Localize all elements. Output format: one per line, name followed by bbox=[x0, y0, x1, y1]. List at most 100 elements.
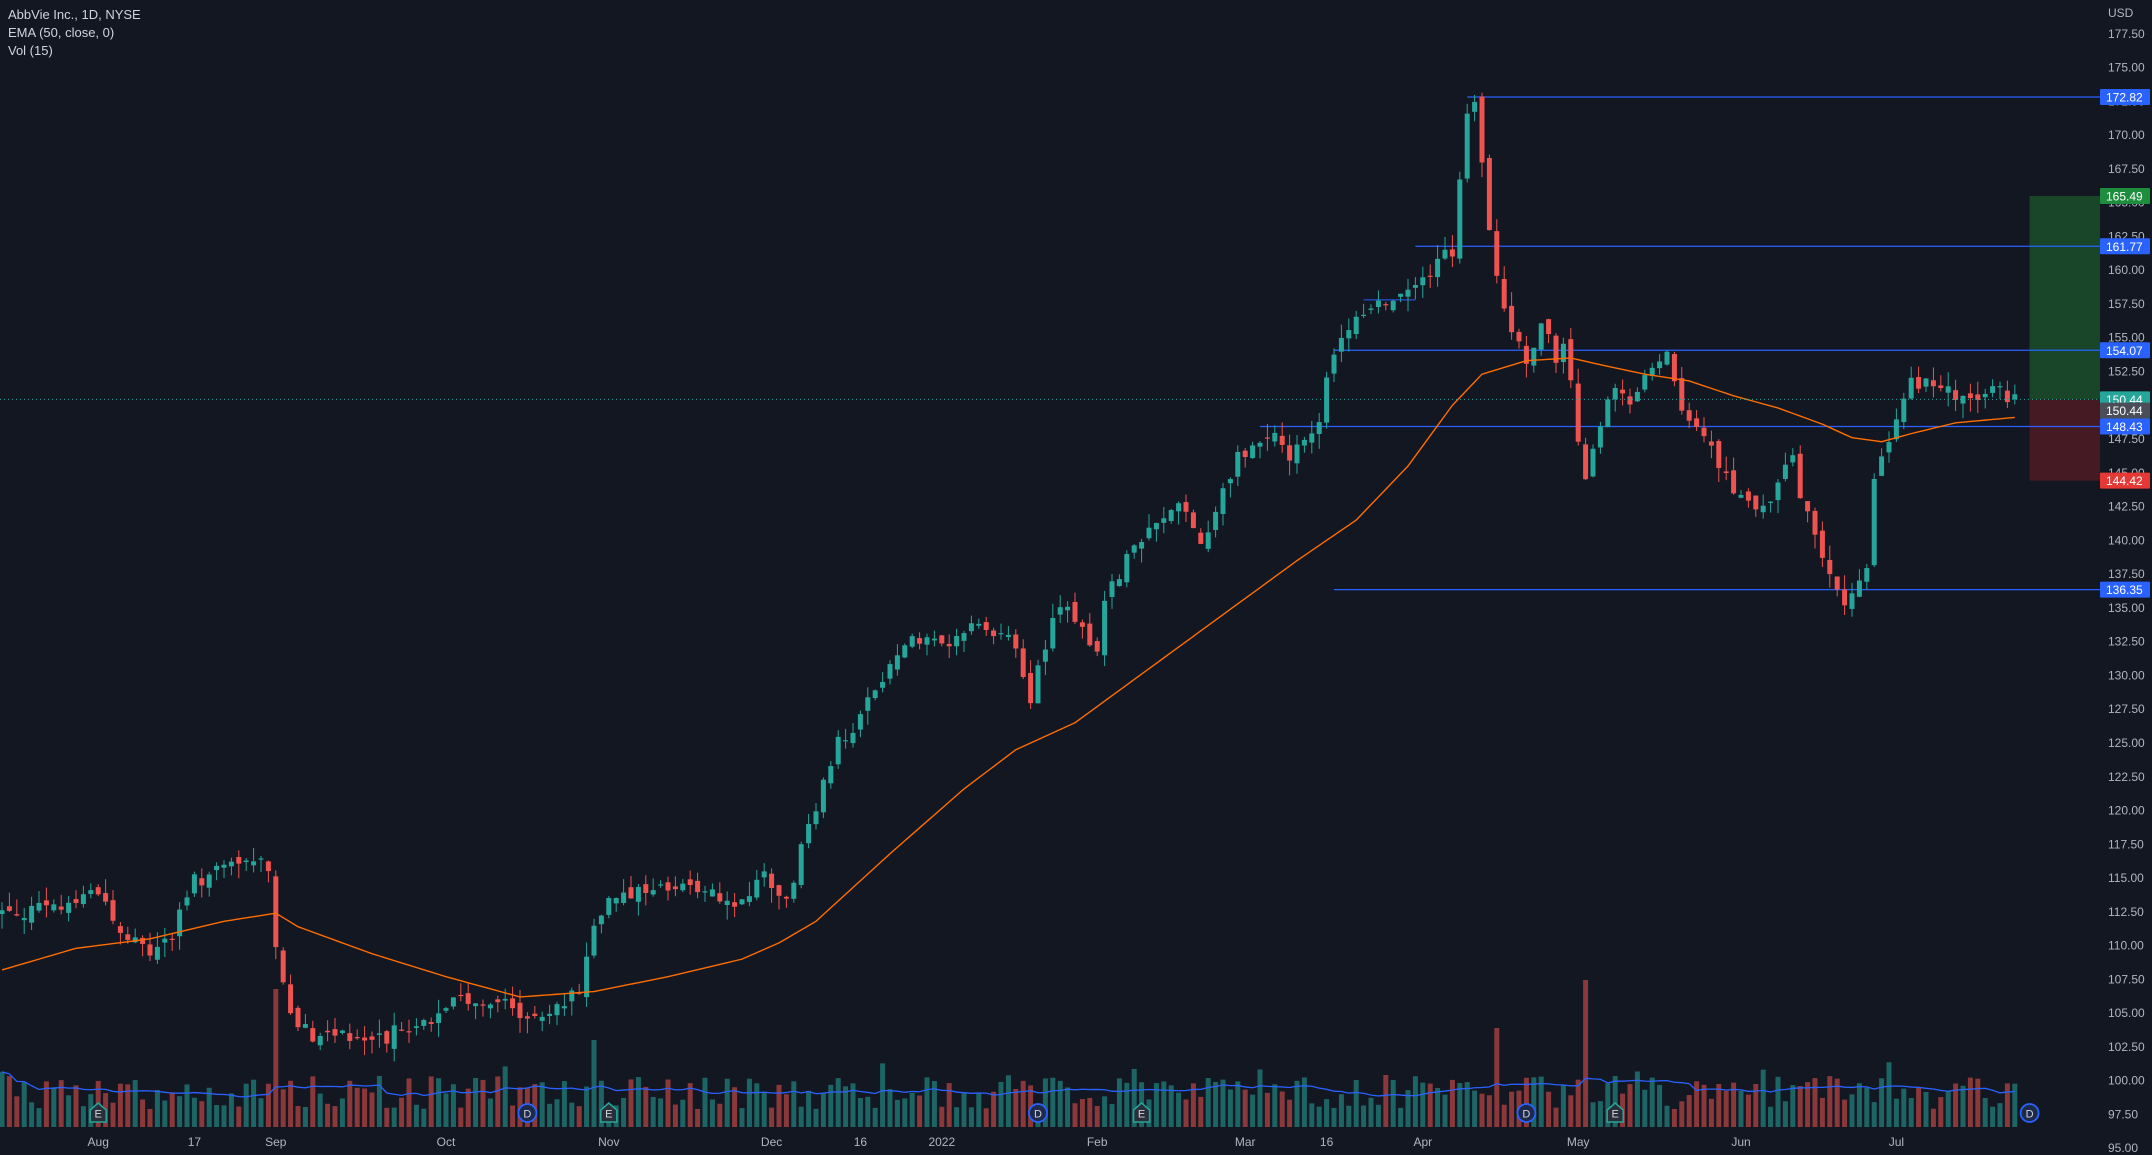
symbol-legend[interactable]: AbbVie Inc., 1D, NYSE bbox=[8, 7, 141, 22]
candle bbox=[258, 856, 264, 872]
volume-bar bbox=[1657, 1084, 1663, 1127]
candle bbox=[1753, 495, 1759, 517]
earnings-marker-icon[interactable]: E bbox=[1606, 1102, 1624, 1123]
candle bbox=[66, 895, 72, 922]
candle-body bbox=[458, 994, 464, 997]
volume-bar bbox=[1176, 1092, 1182, 1127]
time-tick-label: Oct bbox=[437, 1135, 456, 1149]
volume-bar bbox=[1242, 1089, 1248, 1127]
candle bbox=[702, 885, 708, 903]
candle-body bbox=[857, 714, 863, 730]
candle-body bbox=[1886, 442, 1892, 453]
candle-body bbox=[1057, 607, 1063, 615]
volume-bar bbox=[1272, 1084, 1278, 1127]
horizontal-levels[interactable] bbox=[1260, 96, 2100, 591]
candle bbox=[532, 1005, 538, 1019]
candle-body bbox=[391, 1025, 397, 1049]
volume-bar bbox=[177, 1096, 183, 1127]
position-tool[interactable] bbox=[2029, 196, 2104, 481]
price-tag-level: 148.43 bbox=[2100, 418, 2150, 435]
time-tick-label: Sep bbox=[265, 1135, 287, 1149]
candle bbox=[1708, 430, 1714, 459]
volume-legend[interactable]: Vol (15) bbox=[8, 43, 53, 58]
volume-bar bbox=[1331, 1107, 1337, 1127]
candle bbox=[29, 896, 35, 931]
candle bbox=[1760, 494, 1766, 519]
candle bbox=[924, 633, 930, 656]
volume-bar bbox=[1901, 1088, 1907, 1127]
candle bbox=[1287, 434, 1293, 476]
earnings-marker-icon[interactable]: E bbox=[89, 1102, 107, 1123]
candle-body bbox=[628, 887, 634, 899]
volume-bar bbox=[2012, 1083, 2018, 1127]
candle-body bbox=[1856, 580, 1862, 597]
dividend-marker-icon[interactable]: D bbox=[1516, 1103, 1537, 1123]
volume-bar bbox=[1087, 1097, 1093, 1127]
candle bbox=[835, 730, 841, 769]
volume-bar bbox=[709, 1099, 715, 1127]
candle-body bbox=[1050, 617, 1056, 649]
volume-bar bbox=[73, 1085, 79, 1127]
volume-bar bbox=[325, 1103, 331, 1127]
dividend-marker-icon[interactable]: D bbox=[2019, 1103, 2040, 1123]
candle-body bbox=[1087, 623, 1093, 646]
volume-bar bbox=[954, 1107, 960, 1127]
candle-body bbox=[1938, 385, 1944, 389]
volume-bar bbox=[21, 1082, 27, 1127]
earnings-shape bbox=[89, 1102, 107, 1123]
candle-body bbox=[1546, 319, 1552, 335]
volume-bar bbox=[265, 1083, 271, 1127]
candle bbox=[162, 927, 168, 958]
candle-body bbox=[547, 1013, 553, 1017]
volume-bar bbox=[976, 1093, 982, 1127]
candle-body bbox=[1797, 453, 1803, 499]
volume-bar bbox=[1353, 1079, 1359, 1127]
candle-body bbox=[1731, 470, 1737, 494]
candle bbox=[1079, 619, 1085, 639]
volume-bar bbox=[1760, 1069, 1766, 1127]
volume-bar bbox=[450, 1084, 456, 1127]
candle bbox=[458, 983, 464, 1002]
candle-body bbox=[1775, 482, 1781, 501]
candle-body bbox=[191, 874, 197, 894]
volume-bar bbox=[1028, 1085, 1034, 1127]
volume-bar bbox=[1079, 1099, 1085, 1127]
volume-bar bbox=[80, 1106, 86, 1127]
candle bbox=[1953, 379, 1959, 411]
time-tick-label: Mar bbox=[1235, 1135, 1256, 1149]
dividend-marker-icon[interactable]: D bbox=[1028, 1103, 1048, 1123]
chart-legend: AbbVie Inc., 1D, NYSE EMA (50, close, 0)… bbox=[8, 6, 141, 60]
earnings-marker-icon[interactable]: E bbox=[600, 1102, 618, 1123]
candle-body bbox=[510, 998, 516, 1009]
price-tick-label: 117.50 bbox=[2108, 837, 2144, 851]
candle bbox=[14, 899, 20, 917]
earnings-marker-icon[interactable]: E bbox=[1132, 1102, 1151, 1123]
candle-body bbox=[1124, 554, 1130, 583]
candle bbox=[1472, 94, 1478, 122]
volume-bar bbox=[376, 1075, 382, 1127]
candle bbox=[1590, 444, 1596, 478]
time-axis[interactable]: Aug 17 Sep Oct Nov Dec 16 2022 Feb Mar 16 Apr May Jun… bbox=[88, 1135, 1905, 1149]
volume-bar bbox=[680, 1099, 686, 1127]
candle-body bbox=[843, 740, 849, 742]
candle bbox=[1516, 328, 1522, 349]
candle bbox=[1879, 448, 1885, 477]
ema-legend[interactable]: EMA (50, close, 0) bbox=[8, 25, 115, 40]
price-axis[interactable]: USD 95.00 97.50 100.00 102.50 105.00 107.50 110… bbox=[2100, 0, 2152, 1155]
price-tick-label: 152.50 bbox=[2108, 364, 2145, 378]
candle bbox=[295, 1005, 301, 1031]
candle bbox=[1775, 479, 1781, 514]
candle-body bbox=[769, 873, 775, 889]
candle-body bbox=[1501, 278, 1507, 309]
candle bbox=[1612, 383, 1618, 412]
dividend-marker-icon[interactable]: D bbox=[517, 1103, 538, 1123]
candle-body bbox=[1819, 530, 1825, 558]
candle bbox=[1361, 303, 1367, 319]
event-letter: D bbox=[1034, 1109, 1042, 1121]
candle bbox=[443, 1006, 449, 1013]
volume-bar bbox=[29, 1102, 35, 1127]
candle-body bbox=[1745, 491, 1751, 501]
candle bbox=[717, 882, 723, 904]
